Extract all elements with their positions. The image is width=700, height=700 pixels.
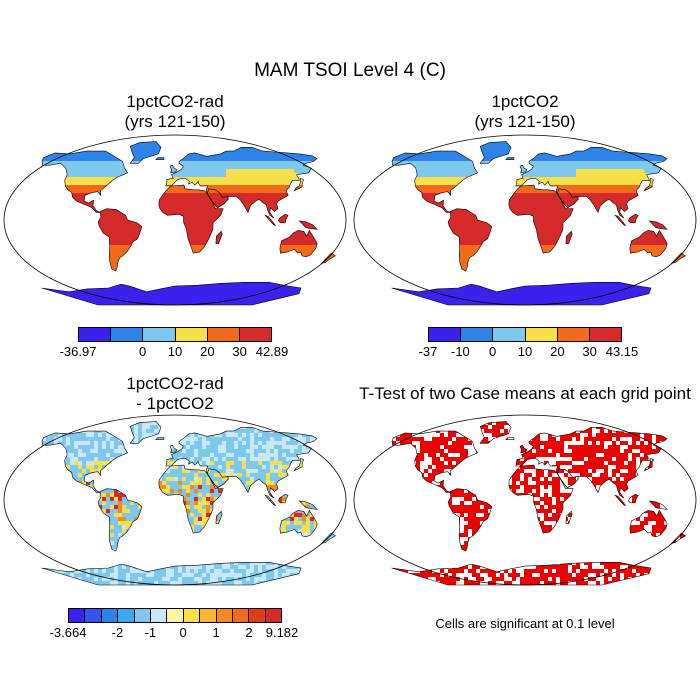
map-outline — [353, 414, 697, 586]
colorbar-tick-label: -36.97 — [59, 344, 97, 359]
land-fill — [391, 421, 686, 585]
colorbar-tick-label: 0 — [179, 625, 187, 640]
panel-3-title-line1: 1pctCO2-rad — [126, 374, 224, 393]
panel-1-title-line2: (yrs 121-150) — [124, 112, 226, 131]
colorbar-swatch — [239, 328, 272, 341]
colorbar-tick-label: 30 — [582, 344, 597, 359]
colorbar-tick-label: 20 — [200, 344, 215, 359]
panel-3-title-line2: - 1pctCO2 — [136, 394, 214, 413]
colorbar-tick-label: 30 — [232, 344, 247, 359]
colorbar-swatch — [101, 609, 119, 622]
colorbar-tick-label: 0 — [138, 344, 147, 359]
panel-1-title: 1pctCO2-rad (yrs 121-150) — [40, 92, 310, 132]
colorbar-swatch — [589, 328, 622, 341]
colorbar-swatch — [143, 328, 176, 341]
colorbar-tick-label: 10 — [517, 344, 533, 359]
coastlines — [391, 421, 686, 586]
colorbar-swatch — [557, 328, 590, 341]
map-outline — [353, 134, 697, 306]
coastlines — [41, 141, 336, 306]
colorbar-tick-label: -10 — [450, 344, 470, 359]
colorbar-tick-label: -2 — [111, 625, 124, 640]
colorbar-tick-label: 20 — [550, 344, 565, 359]
map-outline — [3, 134, 347, 306]
colorbar-swatch — [150, 609, 168, 622]
map-panel-3 — [3, 414, 347, 586]
colorbar-swatch — [167, 609, 184, 622]
land-fill — [391, 141, 686, 305]
map-panel-2 — [353, 134, 697, 306]
colorbar-swatch — [429, 328, 462, 341]
colorbar-swatch — [111, 328, 144, 341]
colorbar-tick-label: 42.89 — [255, 344, 289, 359]
panel-2-title-line1: 1pctCO2 — [491, 92, 559, 111]
panel-2-title-line2: (yrs 121-150) — [474, 112, 576, 131]
main-title: MAM TSOI Level 4 (C) — [254, 60, 446, 81]
colorbar-tick-label: -3.664 — [49, 625, 87, 640]
colorbar-tick-label: 43.15 — [605, 344, 639, 359]
colorbar-swatch — [265, 609, 282, 622]
map-panel-1 — [3, 134, 347, 306]
colorbar-tick-label: 2 — [245, 625, 253, 640]
coastlines — [41, 421, 336, 586]
colorbar-swatch — [216, 609, 233, 622]
colorbar-swatch — [175, 328, 208, 341]
panel-2-title: 1pctCO2 (yrs 121-150) — [390, 92, 660, 132]
panel-1-title-line1: 1pctCO2-rad — [126, 92, 224, 111]
colorbar-swatch — [118, 609, 135, 622]
colorbar-2 — [428, 327, 622, 342]
colorbar-swatch — [525, 328, 558, 341]
colorbar-swatch — [249, 609, 266, 622]
colorbar-tick-label: 9.182 — [265, 625, 299, 640]
colorbar-swatch — [232, 609, 250, 622]
colorbar-tick-label: 0 — [488, 344, 497, 359]
panel-4-title: T-Test of two Case means at each grid po… — [352, 384, 698, 404]
colorbar-swatch — [85, 609, 102, 622]
colorbar-swatch — [134, 609, 151, 622]
colorbar-swatch — [79, 328, 112, 341]
colorbar-tick-label: 10 — [167, 344, 183, 359]
land-fill — [41, 141, 336, 305]
colorbar-tick-label: 1 — [212, 625, 220, 640]
colorbar-swatch — [200, 609, 217, 622]
colorbar-1 — [78, 327, 272, 342]
colorbar-swatch — [493, 328, 526, 341]
colorbar-tick-label: -37 — [418, 344, 438, 359]
colorbar-swatch — [69, 609, 86, 622]
colorbar-3 — [68, 608, 282, 623]
colorbar-tick-label: -1 — [144, 625, 157, 640]
coastlines — [391, 141, 686, 306]
map-panel-4 — [353, 414, 697, 586]
land-fill — [41, 421, 336, 585]
colorbar-swatch — [183, 609, 201, 622]
colorbar-swatch — [207, 328, 240, 341]
panel-3-title: 1pctCO2-rad - 1pctCO2 — [40, 374, 310, 414]
colorbar-swatch — [461, 328, 494, 341]
map-outline — [3, 414, 347, 586]
panel-4-title-line1: T-Test of two Case means at each grid po… — [359, 384, 691, 403]
significance-note: Cells are significant at 0.1 level — [435, 616, 615, 631]
